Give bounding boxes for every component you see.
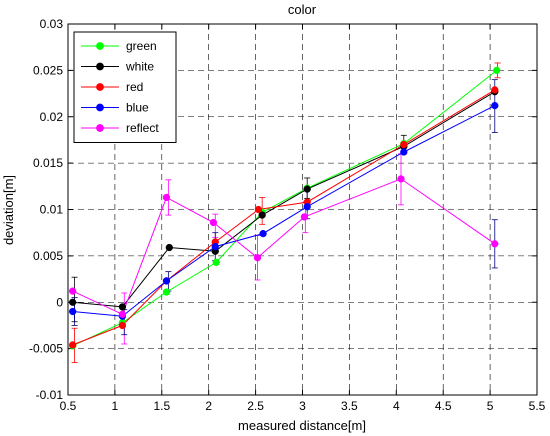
point-white [69, 298, 77, 306]
legend-entry-red: red [81, 80, 143, 94]
y-tick-label: 0.025 [33, 63, 63, 77]
y-tick-label: 0.005 [33, 249, 63, 263]
point-reflect [69, 287, 77, 295]
point-green [493, 66, 501, 75]
point-red [491, 86, 499, 94]
x-tick-label: 3 [299, 399, 306, 413]
point-blue [303, 203, 311, 211]
point-reflect [253, 254, 262, 262]
point-red [69, 341, 77, 349]
legend-label: blue [126, 101, 149, 115]
x-tick-label: 0.5 [60, 399, 77, 413]
legend-label: white [125, 60, 154, 74]
x-tick-label: 4.5 [435, 399, 452, 413]
point-red [254, 205, 263, 214]
point-reflect [397, 175, 405, 183]
point-blue [400, 148, 408, 156]
legend-swatch-marker [96, 42, 104, 50]
point-blue [259, 229, 267, 238]
y-tick-label: 0.01 [40, 203, 64, 217]
point-white [303, 185, 311, 193]
legend-label: green [126, 39, 157, 53]
legend-entry-white: white [81, 60, 154, 74]
point-blue [69, 307, 77, 316]
x-tick-label: 4 [393, 399, 400, 413]
x-tick-label: 2.5 [247, 399, 264, 413]
legend-entry-reflect: reflect [81, 121, 159, 135]
x-tick-label: 5 [487, 399, 494, 413]
point-green [212, 258, 220, 267]
legend-entry-blue: blue [81, 101, 149, 115]
series-line-reflect [72, 178, 496, 315]
legend-label: reflect [126, 121, 159, 135]
x-tick-label: 5.5 [529, 399, 546, 413]
point-green [162, 288, 171, 296]
y-tick-label: 0.015 [33, 156, 63, 170]
y-tick-label: -0.005 [29, 342, 63, 356]
y-tick-label: -0.01 [36, 388, 64, 402]
x-axis-title: measured distance[m] [238, 418, 366, 433]
point-reflect [491, 240, 499, 248]
chart-title: color [288, 2, 317, 17]
point-blue [491, 101, 499, 110]
point-blue [162, 277, 171, 285]
series-line-white [72, 91, 496, 308]
x-tick-label: 1 [112, 399, 119, 413]
x-tick-label: 3.5 [341, 399, 358, 413]
legend-label: red [126, 80, 143, 94]
point-reflect [118, 310, 127, 318]
point-white [118, 303, 127, 311]
legend-swatch-marker [96, 124, 104, 132]
point-red [400, 140, 408, 149]
y-tick-label: 0.03 [40, 17, 64, 31]
legend-swatch-marker [96, 83, 104, 91]
legend-entry-green: green [81, 39, 157, 53]
point-white [258, 211, 266, 219]
y-tick-label: 0 [56, 295, 63, 309]
legend-swatch-marker [96, 103, 104, 112]
point-reflect [300, 213, 309, 221]
point-blue [211, 242, 219, 251]
series-line-blue [72, 105, 496, 317]
point-reflect [209, 218, 218, 227]
legend: green white red blue reflect [73, 31, 177, 143]
x-tick-label: 2 [205, 399, 212, 413]
x-tick-label: 1.5 [153, 399, 170, 413]
point-reflect [162, 193, 171, 202]
series-line-red [72, 89, 496, 346]
y-axis-title: deviation[m] [1, 175, 16, 245]
y-tick-label: 0.02 [40, 110, 64, 124]
point-red [118, 321, 127, 330]
legend-swatch-marker [96, 62, 104, 71]
point-white [165, 243, 173, 252]
